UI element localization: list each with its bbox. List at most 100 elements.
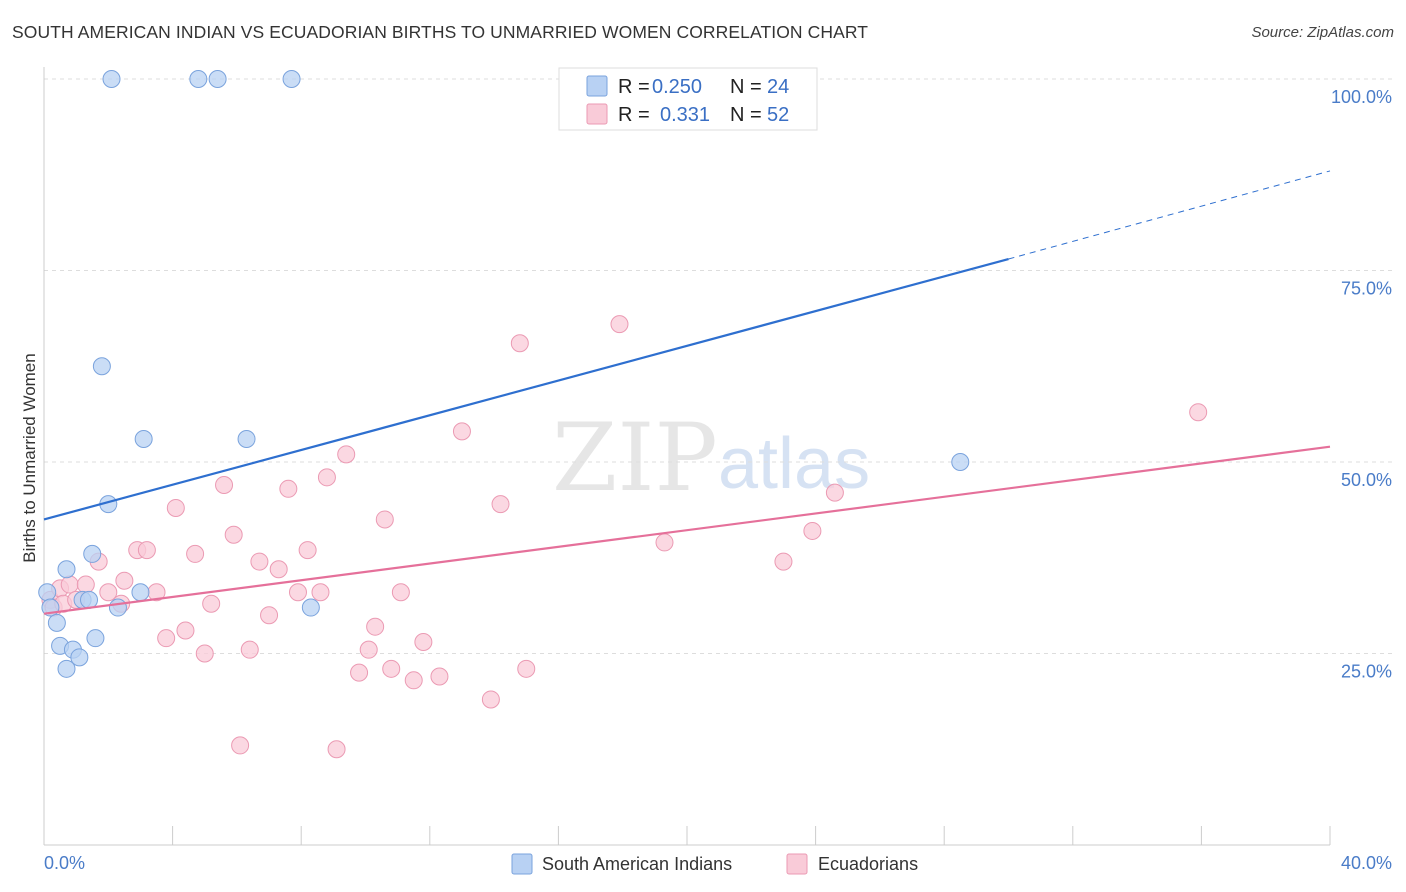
axes [43,67,1331,846]
y-tick-label-3: 100.0% [1331,87,1392,107]
ecuadorian-point-45 [491,495,510,514]
x-tick-label-0: 0.0% [44,853,85,873]
stats-legend: R = 0.250 N = 24 R = 0.331 N = 52 [558,67,818,131]
ecuadorian-point-18 [195,644,214,663]
ecuadorian-point-49 [655,533,674,552]
south-american-indian-point-14 [131,583,150,602]
trendlines [43,170,1331,615]
ecuadorian-point-44 [481,690,500,709]
watermark-zip: ZIP [552,404,718,513]
ecuadorian-point-38 [382,659,401,678]
ecuadorian-point-32 [327,740,346,759]
south-american-indian-point-15 [134,430,153,449]
ecuadorian-point-41 [414,633,433,652]
ecuadorian-point-25 [260,606,279,625]
legend-n-value-2: 52 [767,104,789,126]
south-american-indian-point-23 [951,453,970,471]
ecuadorian-point-28 [288,583,307,602]
south-american-indian-point-2 [47,613,66,632]
ecuadorian-point-29 [298,541,317,560]
series-legend: South American Indians Ecuadorians [511,853,918,875]
bottom-legend-label-1: South American Indians [542,854,732,874]
chart-title: SOUTH AMERICAN INDIAN VS ECUADORIAN BIRT… [12,22,869,42]
ecuadorian-point-10 [115,571,134,590]
south-american-indian-point-20 [92,357,111,376]
ecuadorian-point-31 [317,468,336,487]
south-american-indian-point-7 [70,648,89,667]
bottom-legend-swatch-blue [511,853,533,875]
ecuadorian-point-42 [430,667,449,686]
south-american-indian-point-5 [57,560,76,579]
ecuadorian-point-6 [76,575,95,594]
ecuadorian-point-4 [60,575,79,594]
ecuadorian-point-14 [157,629,176,648]
ecuadorian-point-16 [176,621,195,640]
south-american-indian-point-17 [189,70,208,88]
south-american-indian-point-19 [282,70,301,88]
watermark: ZIP atlas [552,404,870,513]
ecuadorian-point-37 [375,510,394,529]
ecuadorian-point-8 [99,583,118,602]
ecuadorian-point-43 [452,422,471,441]
south-american-indians-points [38,70,970,678]
south-american-indian-point-10 [83,544,102,563]
legend-n-label-2: N = [730,104,762,126]
south-american-indian-point-0 [38,583,57,602]
legend-swatch-blue [586,75,608,97]
south-american-indian-point-16 [102,70,121,88]
legend-swatch-pink [586,103,608,125]
ecuadorian-point-26 [269,560,288,579]
blue-trendline-extension [1008,170,1331,260]
ecuadorian-point-39 [391,583,410,602]
ecuadorian-point-47 [517,659,536,678]
ecuadorian-point-23 [240,640,259,659]
legend-n-label-1: N = [730,76,762,98]
legend-r-label-1: R = [618,76,650,98]
y-tick-label-1: 50.0% [1341,470,1392,490]
source-label: Source: ZipAtlas.com [1251,24,1394,41]
ecuadorian-point-33 [337,445,356,464]
south-american-indian-point-18 [208,70,227,88]
watermark-atlas: atlas [718,424,870,504]
ecuadorian-point-21 [224,525,243,544]
south-american-indian-point-11 [86,629,105,648]
ecuadorian-point-52 [825,483,844,502]
ecuadorian-point-27 [279,479,298,498]
y-tick-label-2: 75.0% [1341,279,1392,299]
ecuadorian-point-35 [359,640,378,659]
south-american-indian-point-13 [108,598,127,617]
blue-trendline [43,257,1009,521]
south-american-indian-point-21 [237,430,256,449]
x-tick-label-1: 40.0% [1341,853,1392,873]
ecuadorian-point-22 [231,736,250,755]
ecuadorian-point-34 [350,663,369,682]
ecuadorian-point-17 [186,544,205,563]
bottom-legend-label-2: Ecuadorians [818,854,918,874]
ecuadorian-point-15 [166,498,185,517]
y-tick-labels: 25.0% 50.0% 75.0% 100.0% [1331,87,1392,682]
legend-r-value-2: 0.331 [660,104,710,126]
ecuadorian-point-51 [803,521,822,540]
ecuadorian-point-30 [311,583,330,602]
ecuadorian-point-50 [774,552,793,571]
legend-r-label-2: R = [618,104,650,126]
ecuadorian-point-40 [404,671,423,690]
ecuadorian-point-20 [215,475,234,494]
ecuadorian-point-48 [610,315,629,334]
gridlines [44,78,1392,654]
ecuadorian-point-53 [1189,403,1208,422]
ecuadorian-point-19 [202,594,221,613]
ecuadorian-point-46 [510,334,529,353]
legend-n-value-1: 24 [767,76,789,98]
legend-r-value-1: 0.250 [652,76,702,98]
ecuadorians-points [41,315,1208,759]
ecuadorian-point-24 [250,552,269,571]
south-american-indian-point-4 [57,659,76,678]
bottom-legend-swatch-pink [786,853,808,875]
ecuadorian-point-12 [137,541,156,560]
x-tick-labels: 0.0% 40.0% [44,853,1392,873]
y-tick-label-0: 25.0% [1341,662,1392,682]
south-american-indian-point-9 [80,590,99,609]
y-axis-label: Births to Unmarried Women [20,353,39,562]
